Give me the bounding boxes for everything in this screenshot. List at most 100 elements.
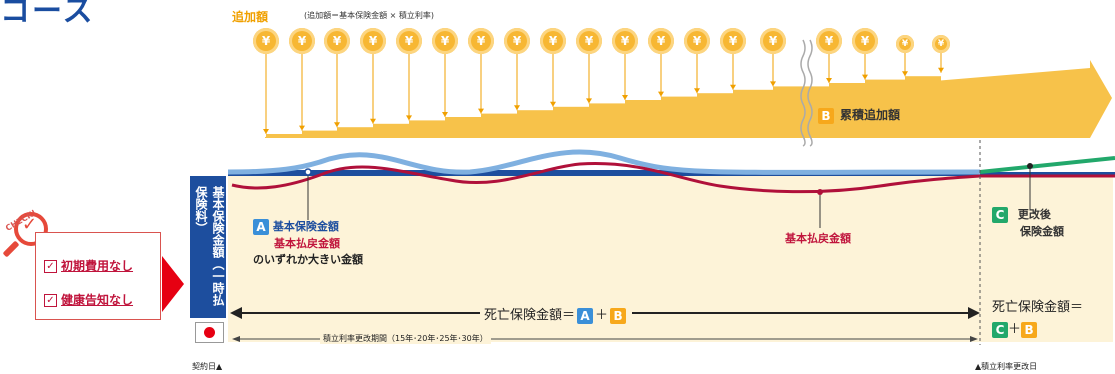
coin-stem-arrowhead (478, 108, 484, 114)
label-c-line1: 更改後 (1017, 208, 1051, 221)
coin-stem-arrowhead (622, 95, 628, 100)
coin-icon: ¥ (396, 28, 422, 54)
coin-icon: ¥ (684, 28, 710, 54)
coin-icon: ¥ (289, 28, 315, 54)
basic-insured-line (228, 170, 980, 176)
coin-stem-arrowhead (938, 67, 944, 73)
stair-step (697, 93, 733, 138)
coin-stem-arrowhead (658, 91, 664, 97)
stair-step (553, 106, 589, 138)
basic-insured-bar: 基本保険金額（一時払保険料） (190, 176, 226, 318)
check-box: ✓ 初期費用なし ✓ 健康告知なし (35, 232, 161, 320)
cumulative-additional-text: 累積追加額 (840, 108, 901, 122)
label-c-group: C 更改後 保険金額 (992, 206, 1064, 239)
period-arrow-left-head (232, 336, 240, 342)
coin-icon: ¥ (360, 28, 386, 54)
additional-amount-formula: (追加額＝基本保険金額 × 積立利率) (304, 11, 435, 20)
death-after-badge-b: B (1021, 321, 1038, 338)
coin-stem-arrowhead (370, 118, 376, 124)
coin-icon: ¥ (324, 28, 350, 54)
coin-stem-arrowhead (902, 71, 908, 77)
coin-icon: ¥ (720, 28, 746, 54)
stair-step (517, 110, 553, 138)
stair-step (373, 123, 409, 138)
coin-stem-arrowhead (406, 115, 412, 121)
japan-flag-icon (195, 322, 224, 343)
coin-stem-arrowhead (770, 81, 776, 87)
coin-stem-arrowhead (514, 105, 520, 111)
label-c-line2: 保険金額 (1020, 225, 1064, 238)
stair-step (865, 79, 905, 138)
check-item-text: 初期費用なし (61, 259, 134, 273)
additional-amount-label: 追加額 (232, 10, 269, 24)
stair-step (409, 120, 445, 138)
death-benefit-after-formula: 死亡保険金額＝ C ＋ B (992, 297, 1083, 341)
death-arrow-right-head (968, 307, 980, 319)
stair-step (905, 76, 941, 138)
contract-day-label: 契約日▲ (192, 362, 223, 371)
basic-insured-bar-label: 基本保険金額（一時払保険料） (194, 186, 225, 306)
label-a-line1: 基本保険金額 (272, 220, 339, 233)
death-plus: ＋ (595, 308, 609, 323)
coin-icon: ¥ (468, 28, 494, 54)
coin-icon: ¥ (648, 28, 674, 54)
badge-a: A (253, 219, 269, 235)
period-arrow-right-head (970, 336, 978, 342)
coin-icon: ¥ (432, 28, 458, 54)
label-a-group: A 基本保険金額 基本払戻金額 のいずれか大きい金額 (253, 218, 363, 267)
badge-b: B (818, 107, 834, 124)
stair-step (266, 134, 302, 138)
coin-stem-arrowhead (730, 84, 736, 90)
stair-step (733, 89, 773, 138)
callout-c-dot (1027, 163, 1033, 169)
check-item: ✓ 初期費用なし (44, 257, 133, 274)
checkbox-icon: ✓ (44, 294, 57, 307)
stair-step (589, 103, 625, 138)
check-item-text: 健康告知なし (61, 293, 134, 307)
callout-a-dot (304, 168, 312, 176)
coin-icon: ¥ (760, 28, 786, 54)
stair-step (445, 117, 481, 138)
callout-refund-dot (817, 189, 823, 195)
renewed-line (979, 156, 1115, 174)
check-item: ✓ 健康告知なし (44, 291, 133, 308)
checkbox-icon: ✓ (44, 260, 57, 273)
coin-icon: ¥ (932, 35, 950, 53)
coin-stem-arrowhead (334, 122, 340, 128)
coin-icon: ¥ (253, 28, 279, 54)
coin-icon: ¥ (504, 28, 530, 54)
refund-wave (231, 161, 1115, 194)
coin-stem-arrowhead (862, 74, 868, 80)
break-mark (800, 39, 806, 147)
coin-icon: ¥ (540, 28, 566, 54)
stair-step (829, 83, 865, 138)
page-title-fragment: コース (0, 0, 95, 29)
death-badge-a: A (577, 307, 594, 324)
coin-icon: ¥ (816, 28, 842, 54)
label-a-line2: 基本払戻金額 (274, 237, 340, 250)
coin-stem-arrowhead (299, 125, 305, 131)
death-benefit-text: 死亡保険金額＝ (484, 308, 576, 323)
death-after-plus: ＋ (1008, 322, 1022, 337)
stair-step (302, 130, 337, 138)
death-after-badge-c: C (992, 321, 1008, 338)
refund-label: 基本払戻金額 (785, 232, 851, 245)
renewal-period-label: 積立利率更改期間（15年･20年･25年･30年） (320, 333, 491, 344)
coin-stem-arrowhead (694, 88, 700, 94)
badge-c: C (992, 207, 1008, 223)
coin-stems (263, 53, 944, 134)
coin-icon: ¥ (612, 28, 638, 54)
renewal-day-label: ▲積立利率更改日 (975, 362, 1038, 371)
death-badge-b: B (610, 307, 627, 324)
coin-icon: ¥ (852, 28, 878, 54)
coin-stem-arrowhead (586, 98, 592, 104)
stair-step (661, 96, 697, 138)
coin-stem-arrowhead (550, 101, 556, 107)
coin-stem-arrowhead (263, 129, 269, 134)
pointer-arrow-icon (162, 256, 184, 312)
death-arrow-left-head (230, 307, 242, 319)
death-benefit-formula: 死亡保険金額＝ A ＋ B (480, 304, 633, 324)
break-mark (807, 39, 813, 147)
death-after-text: 死亡保険金額＝ (992, 300, 1084, 315)
stair-step (481, 113, 517, 138)
